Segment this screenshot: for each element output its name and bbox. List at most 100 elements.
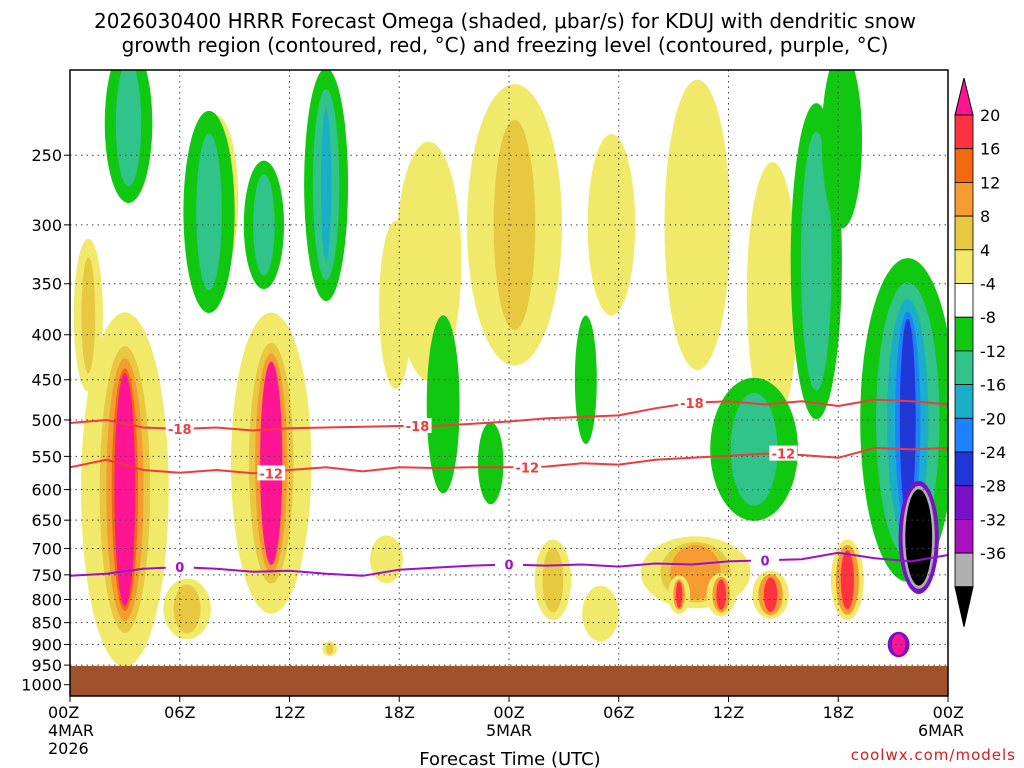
x-tick-year: 2026 xyxy=(48,739,89,758)
colorbar-swatch xyxy=(954,249,974,284)
colorbar-label: -36 xyxy=(980,544,1006,563)
x-tick-label: 18Z xyxy=(384,703,415,722)
colorbar-swatch xyxy=(954,451,974,487)
omega-region-2 xyxy=(466,84,563,366)
colorbar-arrow-bottom xyxy=(954,586,974,627)
x-tick-date: 4MAR xyxy=(48,721,94,740)
omega-region-26 xyxy=(668,575,691,615)
y-axis: 250 300 350 400 450 500 550 600 650 700 750 800 850 9… xyxy=(21,146,70,695)
x-tick-label: 00Z xyxy=(48,703,79,722)
colorbar-swatch xyxy=(954,215,974,251)
colorbar-swatch xyxy=(954,350,974,385)
omega-shade xyxy=(196,133,222,291)
colorbar-swatch xyxy=(954,417,974,453)
omega-region-16 xyxy=(574,315,597,444)
colorbar-swatch xyxy=(954,114,974,150)
colorbar-label: 8 xyxy=(980,207,990,226)
colorbar-swatch xyxy=(954,316,974,352)
contour-label-bg xyxy=(769,445,798,461)
colorbar-label: -12 xyxy=(980,342,1006,361)
x-axis-label: Forecast Time (UTC) xyxy=(419,749,600,768)
omega-region-9 xyxy=(379,221,413,389)
contour-label: -18 xyxy=(680,397,704,412)
omega-shade xyxy=(582,585,619,642)
colorbar-label: -20 xyxy=(980,409,1006,428)
omega-shade xyxy=(320,108,332,261)
omega-region-30 xyxy=(369,535,403,584)
colorbar-label: -4 xyxy=(980,275,996,294)
omega-shade xyxy=(326,642,334,655)
y-tick-label: 350 xyxy=(31,275,62,294)
colorbar-swatch xyxy=(954,148,974,183)
contour-label: 0 xyxy=(175,561,184,576)
omega-region-14 xyxy=(426,315,460,494)
colorbar-label: 12 xyxy=(980,173,1000,192)
omega-region-21 xyxy=(898,480,939,594)
colorbar-label: 4 xyxy=(980,241,990,260)
omega-region-11 xyxy=(183,110,235,313)
omega-shade xyxy=(426,315,460,494)
x-tick-label: 00Z xyxy=(493,703,524,722)
omega-region-0 xyxy=(80,312,169,667)
omega-shade xyxy=(899,318,916,522)
y-tick-label: 400 xyxy=(31,326,62,345)
contour-label: 0 xyxy=(761,554,770,569)
x-tick-date: 5MAR xyxy=(486,721,532,740)
omega-shade xyxy=(369,535,403,584)
omega-region-19 xyxy=(821,70,863,229)
colorbar-label: 16 xyxy=(980,140,1000,159)
omega-shade xyxy=(81,257,96,374)
contour-lines: -18 -18 -18 -12 -12 -12 0 0 0 xyxy=(70,394,948,577)
omega-shade xyxy=(716,579,727,610)
omega-region-28 xyxy=(582,585,619,642)
omega-region-24 xyxy=(830,539,864,621)
omega-shade xyxy=(493,119,536,330)
omega-shade xyxy=(587,134,636,316)
contour-label: -12 xyxy=(259,467,283,482)
y-tick-label: 900 xyxy=(31,635,62,654)
colorbar-swatch xyxy=(954,283,974,318)
omega-shading xyxy=(73,70,948,667)
omega-shade xyxy=(746,162,799,427)
omega-shade xyxy=(115,70,142,187)
omega-shade xyxy=(574,315,597,444)
y-tick-label: 850 xyxy=(31,614,62,633)
credit-text: coolwx.com/models xyxy=(851,746,1016,764)
y-tick-label: 750 xyxy=(31,566,62,585)
omega-shade xyxy=(892,634,906,655)
y-tick-label: 950 xyxy=(31,656,62,675)
contour-label-bg xyxy=(403,418,432,434)
colorbar-swatch xyxy=(954,384,974,419)
omega-shade xyxy=(840,550,854,610)
y-tick-label: 550 xyxy=(31,447,62,466)
colorbar-label: -16 xyxy=(980,376,1006,395)
omega-region-13 xyxy=(304,70,349,302)
colorbar-label: -24 xyxy=(980,443,1006,462)
colorbar-label: -32 xyxy=(980,510,1006,529)
y-tick-label: 1000 xyxy=(21,676,62,695)
omega-region-32 xyxy=(887,631,910,658)
y-tick-label: 300 xyxy=(31,216,62,235)
contour--12 xyxy=(70,446,948,475)
x-tick-label: 18Z xyxy=(823,703,854,722)
contour-label: -12 xyxy=(516,461,540,476)
colorbar-swatch xyxy=(954,485,974,520)
omega-shade xyxy=(173,584,201,634)
x-tick-label: 06Z xyxy=(603,703,634,722)
contour-label: 0 xyxy=(504,559,513,574)
contour-label-bg xyxy=(495,556,523,572)
contour-label-bg xyxy=(165,421,194,437)
y-tick-label: 700 xyxy=(31,539,62,558)
omega-region-10 xyxy=(104,70,153,203)
omega-shade xyxy=(114,373,136,607)
terrain-block xyxy=(70,665,948,696)
omega-region-29 xyxy=(163,578,211,640)
omega-region-15 xyxy=(477,422,504,505)
chart-title-line2: growth region (contoured, red, °C) and f… xyxy=(122,33,889,57)
y-tick-label: 650 xyxy=(31,511,62,530)
contour-label-bg xyxy=(751,552,780,568)
x-tick-label: 12Z xyxy=(274,703,305,722)
contour-label: -18 xyxy=(406,420,430,435)
